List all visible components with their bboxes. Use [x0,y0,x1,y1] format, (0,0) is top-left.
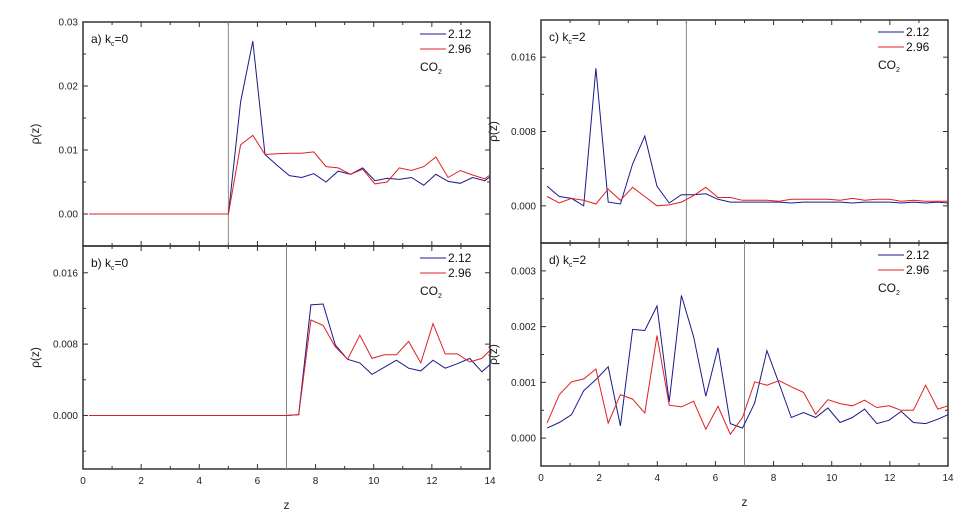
x-tick-label: 6 [255,476,261,487]
legend: 2.122.96 CO2 [878,25,930,74]
legend-label: 2.12 [448,251,472,265]
x-tick-label: 2 [138,476,144,487]
panel-label: d) kc=2 [549,253,587,269]
x-tick-label: 0 [80,476,86,487]
legend-species: CO2 [878,58,900,74]
legend-species: CO2 [878,281,900,297]
y-tick-label: 0.000 [511,434,536,445]
series-line-2-96 [89,134,491,215]
legend-species: CO2 [420,284,442,300]
legend-species: CO2 [420,60,442,76]
y-tick-label: 0.016 [53,268,78,279]
legend: 2.122.96 CO2 [878,248,930,297]
y-tick-label: 0.00 [59,210,79,221]
y-axis-title: ρ(z) [486,344,500,365]
legend-label: 2.96 [906,263,930,277]
y-tick-label: 0.016 [511,53,536,64]
y-tick-label: 0.03 [59,18,79,29]
x-tick-label: 10 [368,476,380,487]
legend-label: 2.12 [906,25,930,39]
panel-label: a) kc=0 [91,32,129,48]
y-tick-label: 0.008 [511,127,536,138]
y-tick-label: 0.002 [511,322,536,333]
x-tick-label: 8 [771,473,777,484]
panel-c: 0.000 0.008 0.016 ρ(z) c) kc=2 2.122.96 CO2 [486,19,949,244]
x-tick-label: 10 [826,473,838,484]
panel-b: 0 2 4 6 8 10 12 14 z 0.000 0.008 0.016 ρ(z) b) kc=0 2.… [28,245,496,512]
x-axis-title: z [284,498,290,512]
legend-label: 2.12 [448,27,472,41]
legend-label: 2.96 [906,40,930,54]
panel-d: 0 2 4 6 8 10 12 14 z 0.000 0.001 0.002 0.003 ρ(z) d) k… [486,242,954,509]
x-tick-label: 12 [884,473,896,484]
y-tick-label: 0.000 [53,411,78,422]
legend: 2.122.96 CO2 [420,251,472,300]
legend: 2.122.96 CO2 [420,27,472,76]
x-tick-label: 0 [538,473,544,484]
x-tick-label: 12 [426,476,438,487]
series-line-2-96 [546,186,948,207]
x-tick-label: 14 [484,476,496,487]
series-line-2-12 [89,41,491,215]
legend-label: 2.96 [448,266,472,280]
panel-a: 0.00 0.01 0.02 0.03 ρ(z) a) kc=0 2.122.96 CO2 [28,18,491,247]
x-tick-label: 2 [596,473,602,484]
x-tick-label: 6 [713,473,719,484]
x-tick-label: 8 [313,476,319,487]
y-tick-label: 0.003 [511,266,536,277]
plot-frame [82,21,491,247]
y-axis-title: ρ(z) [28,347,42,368]
y-tick-label: 0.000 [511,201,536,212]
series-line-2-12 [546,68,949,207]
x-axis-title: z [742,495,748,509]
y-tick-label: 0.001 [511,378,536,389]
y-axis-title: ρ(z) [28,124,42,145]
series-line-2-12 [89,303,491,416]
y-tick-label: 0.008 [53,340,78,351]
y-tick-label: 0.02 [59,82,79,93]
panel-label: b) kc=0 [91,256,129,272]
series-line-2-96 [546,335,949,436]
legend-label: 2.12 [906,248,930,262]
series-line-2-96 [89,319,491,416]
y-tick-label: 0.01 [59,146,79,157]
legend-label: 2.96 [448,42,472,56]
x-tick-label: 4 [655,473,661,484]
x-tick-label: 4 [197,476,203,487]
series-line-2-12 [546,295,949,429]
y-axis-title: ρ(z) [486,121,500,142]
panel-label: c) kc=2 [549,30,586,46]
x-tick-label: 14 [942,473,954,484]
